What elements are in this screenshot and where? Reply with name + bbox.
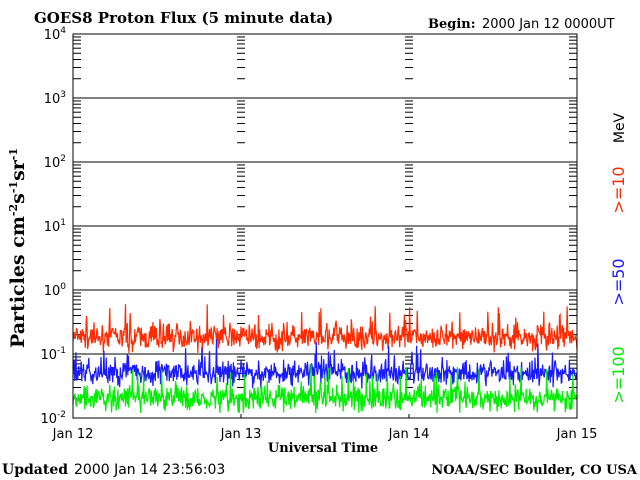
series-line-ge100 (72, 363, 578, 413)
begin-value: 2000 Jan 12 0000UT (482, 17, 615, 32)
x-tick-label: Jan 12 (52, 427, 94, 442)
begin-label: Begin: (428, 17, 476, 32)
legend-entry: >=50 (609, 258, 628, 305)
credit-text: NOAA/SEC Boulder, CO USA (431, 463, 638, 478)
series-layer (72, 304, 578, 413)
legend-entry: >=10 (609, 166, 628, 213)
x-tick-label: Jan 14 (388, 427, 430, 442)
grid-layer (73, 33, 577, 419)
series-line-ge50 (72, 339, 578, 389)
axis-layer: 10-2 10-1 100 101 102 103 104 Jan 12 Jan 13 Jan 1… (40, 26, 597, 442)
x-tick-label: Jan 15 (556, 427, 598, 442)
plot-frame (72, 33, 578, 419)
x-axis-title: Universal Time (268, 441, 378, 456)
legend: MeV >=10 >=50 >=100 (609, 112, 628, 403)
series-line-ge10 (72, 304, 578, 354)
updated-label: Updated (2, 462, 68, 478)
y-tick-label: 10-1 (40, 346, 66, 363)
y-tick-label: 102 (44, 154, 66, 171)
legend-unit: MeV (612, 112, 628, 143)
y-tick-label: 10-2 (40, 410, 66, 427)
legend-entry: >=100 (609, 346, 628, 403)
y-axis-title: Particles cm-2s-1sr-1 (7, 148, 29, 348)
y-tick-label: 104 (44, 26, 67, 43)
y-tick-label: 101 (44, 218, 66, 235)
y-tick-label: 100 (44, 282, 67, 299)
updated-value: 2000 Jan 14 23:56:03 (74, 462, 225, 478)
chart-title: GOES8 Proton Flux (5 minute data) (34, 9, 333, 27)
y-tick-label: 103 (44, 90, 66, 107)
x-tick-label: Jan 13 (220, 427, 262, 442)
